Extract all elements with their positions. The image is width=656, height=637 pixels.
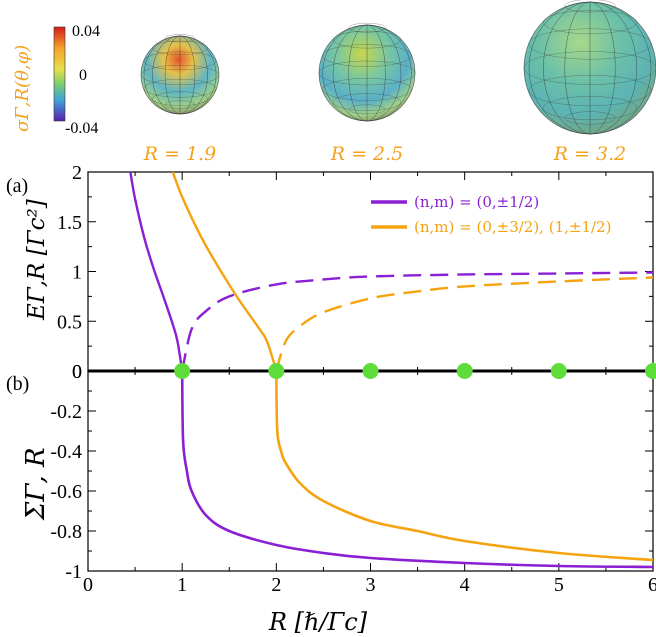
sphere-latitude xyxy=(332,30,402,49)
panel-a-tag: (a) xyxy=(6,175,28,197)
sphere-latitude xyxy=(332,93,402,111)
panel-b-ytick-label: 0 xyxy=(72,361,82,383)
panel-a-ylabel: EΓ,R [Γc²] xyxy=(24,199,50,321)
sphere-latitude xyxy=(164,100,196,109)
sphere-latitude xyxy=(543,96,637,120)
panel-a-ytick-label: 0.5 xyxy=(57,311,82,333)
panel-b-ytick-label: -0.6 xyxy=(50,481,82,503)
panel-b-ytick-label: -0.4 xyxy=(50,441,82,463)
panel-a-series-3 xyxy=(171,172,278,371)
sphere-longitude xyxy=(528,1,652,135)
degeneracy-marker xyxy=(174,363,191,379)
sphere-latitude xyxy=(322,78,412,101)
sphere-latitude xyxy=(318,60,416,86)
panel-b-ytick-label: -1 xyxy=(65,561,82,583)
x-axis-label: R [ℏ/Γc] xyxy=(268,608,368,636)
sphere-latitude xyxy=(322,44,412,67)
panel-a-series-4 xyxy=(275,276,653,371)
sphere-latitude xyxy=(152,91,208,106)
degeneracy-marker xyxy=(645,363,656,379)
x-tick-label: 1 xyxy=(177,574,187,596)
panel-b-series-2 xyxy=(275,371,653,562)
sphere-latitude xyxy=(143,79,217,98)
panel-b-ylabel: ΣΓ, R xyxy=(21,447,51,521)
sphere-latitude xyxy=(143,51,217,71)
sphere-caption: R = 2.5 xyxy=(330,143,404,165)
panel-b-frame xyxy=(87,370,654,572)
sphere-1: R = 1.9 xyxy=(140,34,220,165)
legend: (n,m) = (0,±1/2) (n,m) = (0,±3/2), (1,±1… xyxy=(371,193,611,236)
sphere-latitude xyxy=(140,65,220,85)
panel-a-frame xyxy=(87,171,654,372)
colorbar-label: σΓ,R(θ,φ) xyxy=(12,45,33,132)
colorbar-min: -0.04 xyxy=(65,120,98,137)
panel-b-tag: (b) xyxy=(6,373,29,395)
sphere-latitude xyxy=(528,75,652,106)
panel-a-series-1 xyxy=(129,172,184,371)
x-tick-label: 3 xyxy=(366,574,376,596)
sphere-longitude xyxy=(322,24,412,122)
panel-b-ytick-label: -0.8 xyxy=(50,521,82,543)
panel-a-ytick-label: 2 xyxy=(72,162,82,184)
panel-a-series-2 xyxy=(180,271,653,371)
legend-label-purple: (n,m) = (0,±1/2) xyxy=(414,193,539,211)
colorbar: 0.04 0 -0.04 σΓ,R(θ,φ) xyxy=(12,23,100,137)
x-tick-label: 4 xyxy=(460,574,470,596)
degeneracy-marker xyxy=(362,363,379,379)
degeneracy-marker xyxy=(456,363,473,379)
degeneracy-marker xyxy=(550,363,567,379)
panel-b: 0-0.2-0.4-0.6-0.8-10 1 2 3 4 5 6 xyxy=(50,361,656,596)
panel-b-curves xyxy=(180,371,653,569)
x-tick-label: 0 xyxy=(83,574,93,596)
sphere-latitude xyxy=(564,111,616,125)
legend-label-orange: (n,m) = (0,±3/2), (1,±1/2) xyxy=(414,218,611,236)
sphere-2: R = 2.5 xyxy=(318,22,416,165)
sphere-3: R = 3.2 xyxy=(523,0,656,165)
sphere-latitude xyxy=(543,10,637,35)
panel-b-series-1 xyxy=(180,371,653,569)
colorbar-scale xyxy=(53,26,66,122)
sphere-caption: R = 1.9 xyxy=(143,143,217,165)
x-tick-label: 5 xyxy=(554,574,564,596)
panel-a-ytick-label: 1 xyxy=(72,262,82,284)
x-tick-label: 6 xyxy=(648,574,656,596)
sphere-latitude xyxy=(523,51,656,85)
sphere-latitude xyxy=(152,40,208,56)
sphere-latitude xyxy=(164,34,196,43)
panel-a: 0 0.5 1 1.5 2 xyxy=(57,162,654,383)
colorbar-max: 0.04 xyxy=(72,23,100,40)
sphere-latitude xyxy=(348,22,386,33)
sphere-caption: R = 3.2 xyxy=(553,143,627,165)
sphere-latitude xyxy=(348,104,386,115)
panel-a-ytick-label: 0 xyxy=(72,361,82,383)
panel-a-ytick-label: 1.5 xyxy=(57,212,82,234)
panel-a-curves xyxy=(129,172,653,371)
sphere-latitude xyxy=(528,28,652,60)
x-tick-label: 2 xyxy=(271,574,281,596)
panel-b-ytick-label: -0.2 xyxy=(50,401,82,423)
degeneracy-marker xyxy=(268,363,285,379)
sphere-row: R = 1.9 R = 2.5 R = 3.2 xyxy=(140,0,656,165)
colorbar-mid: 0 xyxy=(79,67,87,84)
sphere-latitude xyxy=(564,0,616,13)
sphere-longitude xyxy=(143,35,217,115)
